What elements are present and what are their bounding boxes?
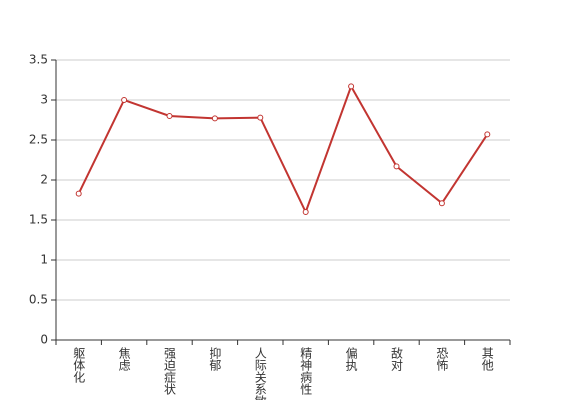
y-tick-label: 1.5	[29, 213, 48, 227]
data-point	[393, 163, 400, 170]
x-tick-label: 敌对	[390, 346, 404, 371]
data-point	[257, 114, 264, 121]
data-point	[484, 131, 491, 138]
x-tick-label: 精神病性	[299, 347, 313, 396]
data-point	[348, 83, 355, 90]
y-tick-label: 2	[40, 173, 48, 187]
x-tick-label: 强迫症状	[163, 347, 177, 395]
x-tick-label: 躯体化	[72, 346, 86, 384]
y-tick-label: 3.5	[29, 53, 48, 67]
data-point	[166, 113, 173, 119]
data-point	[438, 200, 445, 207]
data-point	[121, 97, 128, 103]
y-tick-label: 0	[40, 333, 48, 347]
x-tick-label: 恐怖	[435, 347, 449, 371]
y-tick-label: 1	[40, 253, 48, 267]
y-tick-label: 3	[40, 93, 48, 107]
x-tick-label: 人际关系敏感	[253, 347, 267, 400]
data-point	[302, 209, 309, 215]
x-tick-label: 焦虑	[117, 347, 131, 371]
data-point	[211, 115, 218, 122]
x-tick-label: 其他	[480, 347, 494, 371]
series-line	[77, 84, 489, 215]
data-point	[75, 190, 82, 197]
x-tick-label: 抑郁	[208, 346, 222, 372]
y-tick-label: 0.5	[29, 293, 48, 307]
x-tick-label: 偏执	[344, 346, 358, 372]
y-tick-label: 2.5	[29, 133, 48, 147]
